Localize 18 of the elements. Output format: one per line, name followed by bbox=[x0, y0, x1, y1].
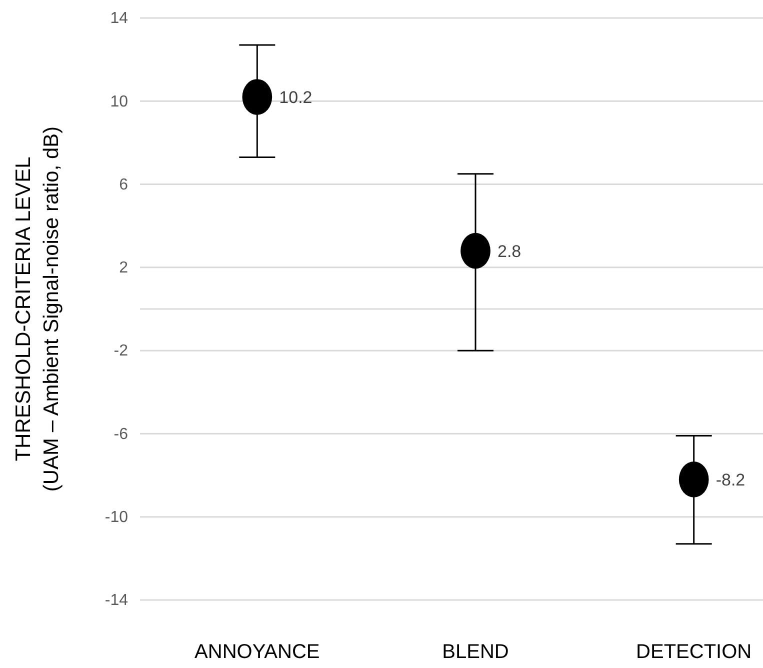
y-tick-label: 2 bbox=[119, 260, 128, 277]
y-tick-label: -14 bbox=[104, 592, 128, 610]
y-tick-label: 10 bbox=[110, 93, 128, 110]
data-label: 10.2 bbox=[279, 88, 312, 107]
x-tick-label: DETECTION bbox=[636, 641, 752, 663]
y-tick-label: 14 bbox=[110, 10, 128, 28]
y-tick-label: -6 bbox=[114, 426, 128, 443]
y-tick-label: -10 bbox=[104, 508, 128, 526]
y-axis-title: THRESHOLD-CRITERIA LEVEL (UAM – Ambient Signal-noise ratio, dB) bbox=[12, 126, 63, 492]
data-label: -8.2 bbox=[716, 470, 746, 490]
x-tick-label: BLEND bbox=[442, 641, 509, 663]
point bbox=[460, 232, 490, 269]
point bbox=[242, 79, 272, 115]
y-tick-label: 6 bbox=[119, 176, 128, 194]
data-label: 2.8 bbox=[498, 242, 522, 261]
y-tick-label: -2 bbox=[114, 342, 128, 360]
x-tick-label: ANNOYANCE bbox=[194, 641, 320, 663]
point bbox=[678, 462, 709, 498]
